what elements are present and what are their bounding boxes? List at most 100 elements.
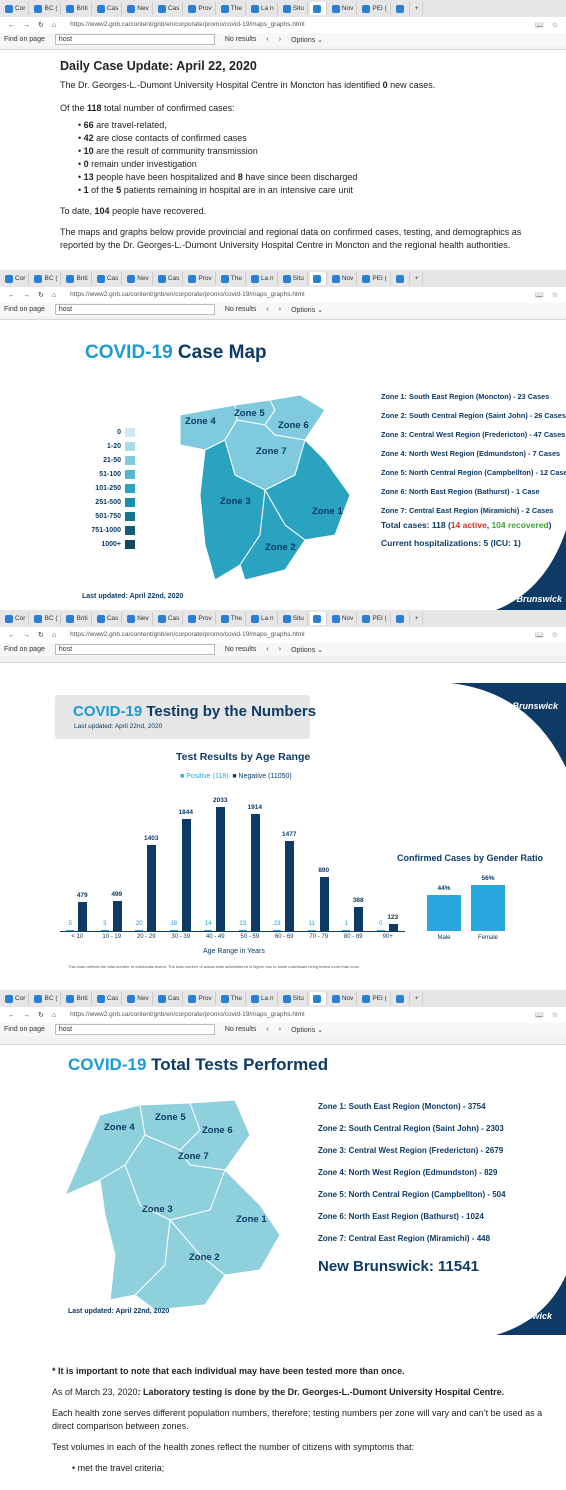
browser-tab[interactable]: Cas <box>94 992 123 1005</box>
browser-tab[interactable]: Situ <box>280 612 308 625</box>
find-next-icon[interactable]: › <box>278 36 282 43</box>
browser-tab[interactable]: Prov <box>185 612 216 625</box>
browser-tab[interactable]: BC ( <box>31 612 62 625</box>
browser-tab[interactable]: Cor <box>2 272 30 285</box>
browser-tab[interactable]: Situ <box>280 992 308 1005</box>
reading-view-icon[interactable]: 📖 <box>535 22 544 29</box>
browser-tab[interactable]: BC ( <box>31 2 62 15</box>
find-prev-icon[interactable]: ‹ <box>266 1026 269 1033</box>
url-field[interactable]: https://www2.gnb.ca/content/gnb/en/corpo… <box>70 1011 305 1018</box>
browser-tab[interactable]: PEI ( <box>359 612 391 625</box>
browser-tab[interactable]: Situ <box>280 2 308 15</box>
browser-tab[interactable] <box>309 272 327 285</box>
find-input[interactable]: host <box>54 34 215 45</box>
back-icon[interactable]: ← <box>8 291 15 299</box>
browser-tab[interactable]: Cor <box>2 992 30 1005</box>
url-field[interactable]: https://www2.gnb.ca/content/gnb/en/corpo… <box>70 631 305 638</box>
refresh-icon[interactable]: ↻ <box>38 292 44 299</box>
browser-tab[interactable]: Cas <box>94 272 123 285</box>
options-button[interactable]: Options ⌄ <box>291 36 324 44</box>
find-input[interactable]: host <box>54 304 215 315</box>
find-prev-icon[interactable]: ‹ <box>266 646 269 653</box>
favorite-star-icon[interactable]: ☆ <box>551 1012 558 1019</box>
home-icon[interactable]: ⌂ <box>51 21 57 29</box>
favorite-star-icon[interactable]: ☆ <box>551 632 558 639</box>
find-input[interactable]: host <box>54 1024 215 1035</box>
home-icon[interactable]: ⌂ <box>51 291 57 299</box>
forward-icon[interactable]: → <box>23 631 30 639</box>
browser-tab[interactable]: PEI ( <box>359 272 391 285</box>
browser-tab[interactable] <box>309 992 327 1005</box>
browser-tab[interactable]: Nov <box>329 612 358 625</box>
home-icon[interactable]: ⌂ <box>51 631 57 639</box>
browser-tab[interactable]: Briti <box>63 2 92 15</box>
browser-tab[interactable]: Nev <box>124 992 153 1005</box>
browser-tab[interactable]: Briti <box>63 272 92 285</box>
browser-tab[interactable]: Nev <box>124 272 153 285</box>
browser-tab[interactable]: Cor <box>2 612 30 625</box>
browser-tab[interactable]: Prov <box>185 992 216 1005</box>
refresh-icon[interactable]: ↻ <box>38 632 44 639</box>
browser-tab[interactable]: Nev <box>124 2 153 15</box>
refresh-icon[interactable]: ↻ <box>38 22 44 29</box>
browser-tab[interactable]: BC ( <box>31 992 62 1005</box>
browser-tab[interactable]: Cas <box>155 272 184 285</box>
browser-tab[interactable]: Cor <box>2 2 30 15</box>
browser-tab[interactable]: Nov <box>329 272 358 285</box>
back-icon[interactable]: ← <box>8 631 15 639</box>
find-prev-icon[interactable]: ‹ <box>266 36 269 43</box>
new-tab-icon[interactable]: + <box>412 992 423 1005</box>
find-input[interactable]: host <box>54 644 215 655</box>
browser-tab[interactable]: Prov <box>185 2 216 15</box>
browser-tab[interactable]: The <box>218 2 246 15</box>
browser-tab[interactable]: Nov <box>329 2 358 15</box>
refresh-icon[interactable]: ↻ <box>38 1012 44 1019</box>
reading-view-icon[interactable]: 📖 <box>535 292 544 299</box>
reading-view-icon[interactable]: 📖 <box>535 632 544 639</box>
favorite-star-icon[interactable]: ☆ <box>551 22 558 29</box>
find-next-icon[interactable]: › <box>278 306 282 313</box>
browser-tab[interactable]: Nev <box>124 612 153 625</box>
browser-tab[interactable]: BC ( <box>31 272 62 285</box>
find-prev-icon[interactable]: ‹ <box>266 306 269 313</box>
new-tab-icon[interactable]: + <box>412 272 423 285</box>
browser-tab[interactable]: La n <box>248 612 278 625</box>
browser-tab[interactable]: The <box>218 992 246 1005</box>
find-next-icon[interactable]: › <box>278 646 282 653</box>
browser-tab[interactable] <box>309 2 327 15</box>
browser-tab[interactable]: Cas <box>155 992 184 1005</box>
browser-tab[interactable]: Cas <box>155 612 184 625</box>
browser-tab[interactable]: Cas <box>94 612 123 625</box>
browser-tab[interactable]: Nov <box>329 992 358 1005</box>
browser-tab[interactable]: Briti <box>63 992 92 1005</box>
browser-tab[interactable] <box>393 612 410 625</box>
browser-tab[interactable] <box>393 992 410 1005</box>
new-tab-icon[interactable]: + <box>412 612 423 625</box>
browser-tab[interactable]: Prov <box>185 272 216 285</box>
browser-tab[interactable] <box>393 2 410 15</box>
back-icon[interactable]: ← <box>8 1011 15 1019</box>
browser-tab[interactable]: Cas <box>94 2 123 15</box>
back-icon[interactable]: ← <box>8 21 15 29</box>
browser-tab[interactable]: La n <box>248 992 278 1005</box>
options-button[interactable]: Options ⌄ <box>291 1026 324 1034</box>
browser-tab[interactable]: Situ <box>280 272 308 285</box>
url-field[interactable]: https://www2.gnb.ca/content/gnb/en/corpo… <box>70 21 305 28</box>
new-tab-icon[interactable]: + <box>412 2 423 15</box>
find-next-icon[interactable]: › <box>278 1026 282 1033</box>
browser-tab[interactable]: The <box>218 612 246 625</box>
favorite-star-icon[interactable]: ☆ <box>551 292 558 299</box>
home-icon[interactable]: ⌂ <box>51 1011 57 1019</box>
browser-tab[interactable]: La n <box>248 272 278 285</box>
browser-tab[interactable]: Briti <box>63 612 92 625</box>
options-button[interactable]: Options ⌄ <box>291 646 324 654</box>
browser-tab[interactable] <box>393 272 410 285</box>
browser-tab[interactable]: La n <box>248 2 278 15</box>
browser-tab[interactable]: The <box>218 272 246 285</box>
browser-tab[interactable]: PEI ( <box>359 992 391 1005</box>
forward-icon[interactable]: → <box>23 291 30 299</box>
forward-icon[interactable]: → <box>23 1011 30 1019</box>
options-button[interactable]: Options ⌄ <box>291 306 324 314</box>
url-field[interactable]: https://www2.gnb.ca/content/gnb/en/corpo… <box>70 291 305 298</box>
browser-tab[interactable] <box>309 612 327 625</box>
